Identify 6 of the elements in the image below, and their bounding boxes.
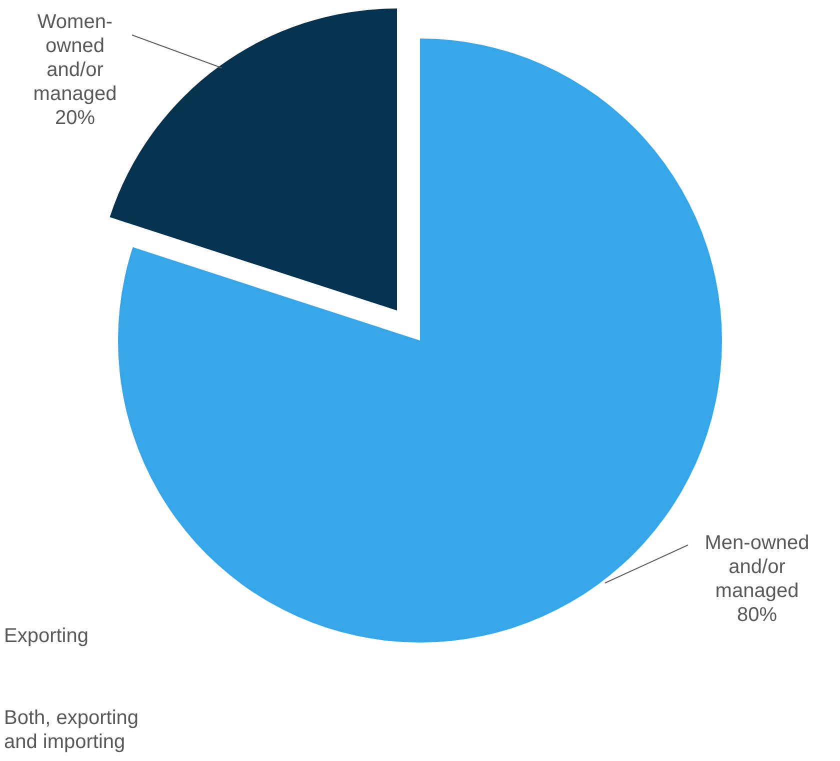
slice-label: Men-owned and/or managed <box>704 532 810 602</box>
slice-label: Women-owned and/or managed <box>33 11 117 105</box>
text: Both, exporting and importing <box>4 707 139 753</box>
text: Exporting <box>4 625 88 647</box>
data-label: 80% <box>736 604 778 626</box>
data-label: 20% <box>54 107 96 129</box>
